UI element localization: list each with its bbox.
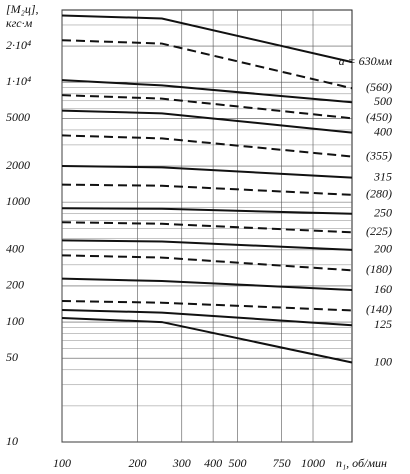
y-tick-label: 50 <box>6 350 18 364</box>
series-line <box>61 183 353 196</box>
x-axis-label: n₁, об/мин <box>336 456 387 470</box>
y-tick-label: 5000 <box>6 110 30 124</box>
series-label: 250 <box>374 206 392 220</box>
series-label: (450) <box>366 110 392 124</box>
y-tick-label: 400 <box>6 242 24 256</box>
x-tick-label: 300 <box>172 456 191 470</box>
series-line <box>61 254 353 272</box>
series-line <box>61 14 353 64</box>
series-label: 100 <box>374 354 392 368</box>
series-line <box>61 207 353 215</box>
y-tick-label: 1000 <box>6 194 30 208</box>
series-line <box>61 79 353 104</box>
series-label: (355) <box>366 148 392 162</box>
series-line <box>61 317 353 364</box>
series-label: 315 <box>373 169 392 183</box>
series-line <box>61 299 353 312</box>
series-label: (225) <box>366 224 392 238</box>
series-label: a = 630мм <box>339 54 393 68</box>
series-line <box>61 309 353 327</box>
series-line <box>61 239 353 251</box>
y-tick-label: 2·10⁴ <box>6 38 31 52</box>
x-tick-label: 400 <box>204 456 222 470</box>
series-line <box>61 165 353 179</box>
series-label: (180) <box>366 262 392 276</box>
y-tick-label: 100 <box>6 314 24 328</box>
x-tick-label: 750 <box>273 456 291 470</box>
y-tick-label: 200 <box>6 278 24 292</box>
x-tick-label: 100 <box>53 456 71 470</box>
y-axis-label: кгс·м <box>6 16 33 30</box>
series-label: 400 <box>374 124 392 138</box>
series-label: 125 <box>374 317 392 331</box>
y-axis-label: [M₂ц], <box>6 2 39 16</box>
series-label: (280) <box>366 187 392 201</box>
x-tick-label: 200 <box>129 456 147 470</box>
series-line <box>61 134 353 158</box>
series-label: 200 <box>374 242 392 256</box>
series-line <box>61 221 353 234</box>
series-line <box>61 94 353 120</box>
y-tick-label: 2000 <box>6 158 30 172</box>
series-line <box>61 39 353 90</box>
y-tick-label: 10 <box>6 434 18 448</box>
x-tick-label: 1000 <box>301 456 325 470</box>
series-label: 160 <box>374 282 392 296</box>
x-tick-label: 500 <box>228 456 246 470</box>
series-label: (560) <box>366 80 392 94</box>
series-line <box>61 109 353 134</box>
series-label: 500 <box>374 94 392 108</box>
series-label: (140) <box>366 302 392 316</box>
y-tick-label: 1·10⁴ <box>6 74 31 88</box>
series-line <box>61 277 353 292</box>
